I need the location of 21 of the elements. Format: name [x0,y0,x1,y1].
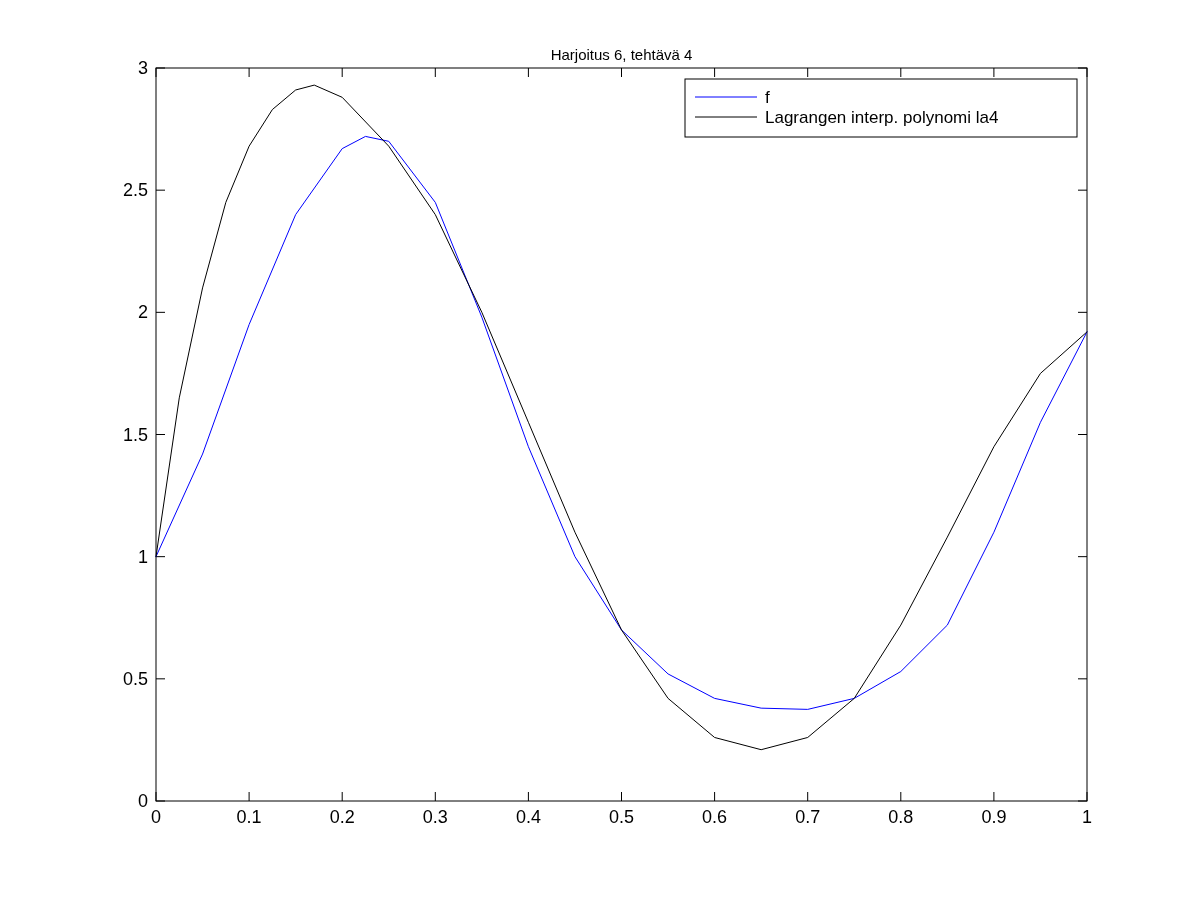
x-tick-label: 0.3 [422,807,448,827]
y-tick-label: 1 [137,546,148,567]
x-tick-label: 0.9 [981,807,1007,827]
x-tick-label: 0.4 [515,807,541,827]
x-tick-label: 0.6 [702,807,728,827]
chart-title: Harjoitus 6, tehtävä 4 [550,46,693,63]
x-tick-label: 0 [150,807,162,827]
legend-label: f [765,88,770,107]
y-tick-label: 1.5 [122,424,148,445]
x-tick-label: 0.5 [608,807,635,827]
legend-label: Lagrangen interp. polynomi la4 [765,108,999,127]
x-tick-label: 0.8 [888,807,914,827]
x-tick-label: 1 [1081,807,1093,827]
x-tick-label: 0.7 [795,807,821,827]
y-tick-label: 3 [137,58,148,78]
x-tick-label: 0.1 [236,807,262,827]
x-tick-label: 0.2 [329,807,355,827]
y-tick-label: 0.5 [122,668,148,689]
y-tick-label: 2.5 [122,180,148,201]
y-tick-label: 0 [137,791,148,811]
y-tick-label: 2 [137,302,148,323]
